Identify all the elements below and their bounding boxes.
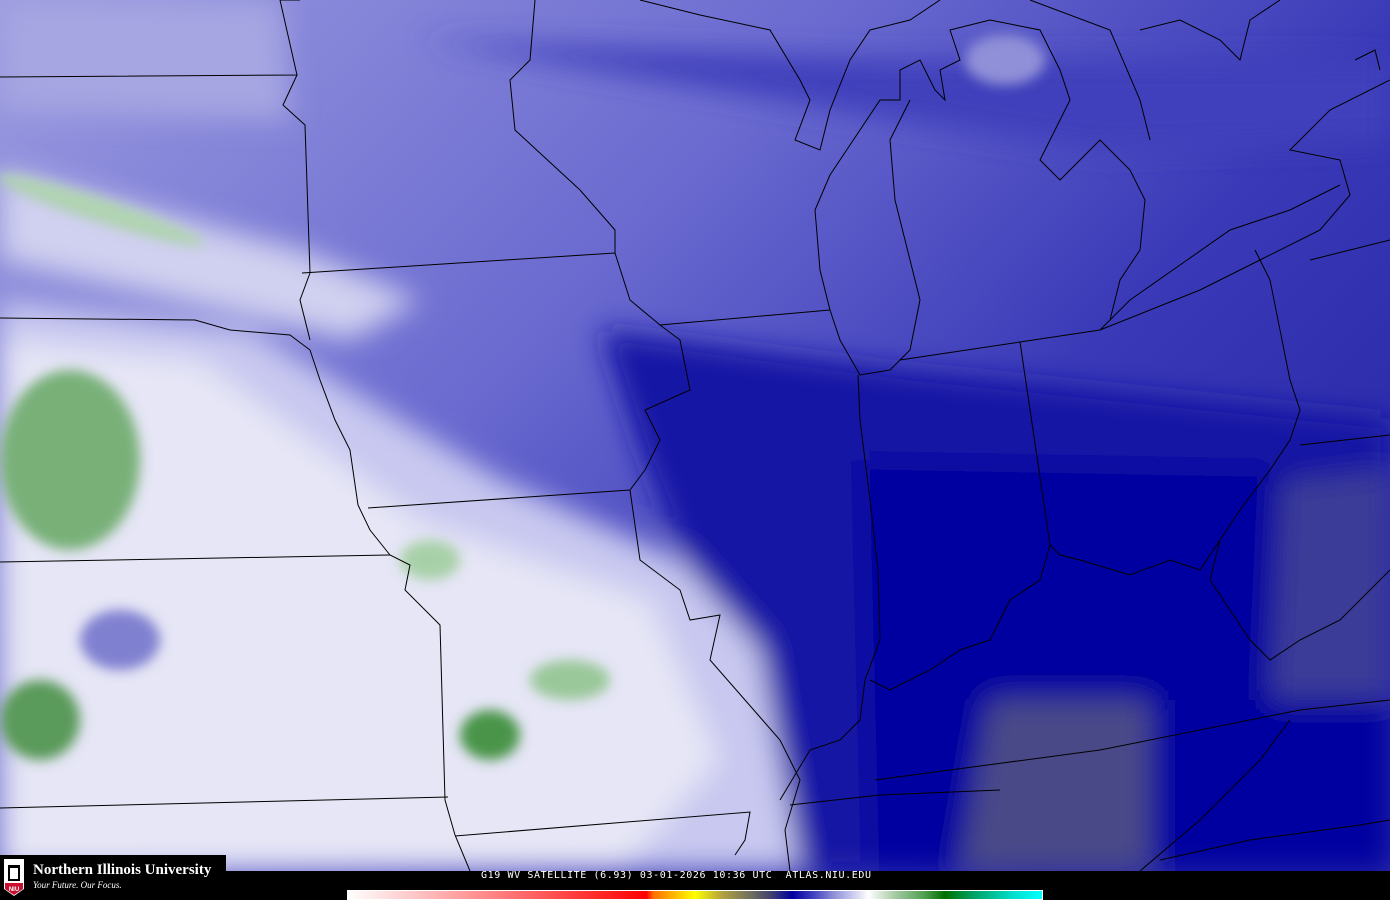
- moisture-field: [0, 0, 1390, 871]
- state-borders: [0, 0, 1390, 871]
- satellite-map: [0, 0, 1390, 871]
- product-caption: G19 WV SATELLITE (6.93) 03-01-2026 10:36…: [481, 870, 872, 881]
- niu-logo: NIU Northern Illinois University Your Fu…: [0, 855, 226, 900]
- product-label: G19 WV SATELLITE (6.93): [481, 870, 634, 881]
- green-moisture-areas: [0, 35, 1045, 760]
- site-label: ATLAS.NIU.EDU: [785, 870, 872, 881]
- time-label: 10:36 UTC: [712, 870, 773, 881]
- niu-shield-icon: NIU: [4, 859, 24, 896]
- date-label: 03-01-2026: [639, 870, 707, 881]
- svg-text:NIU: NIU: [9, 887, 19, 893]
- university-tagline: Your Future. Our Focus.: [33, 880, 122, 890]
- color-scale-bar: [347, 890, 1043, 900]
- university-name: Northern Illinois University: [33, 862, 212, 878]
